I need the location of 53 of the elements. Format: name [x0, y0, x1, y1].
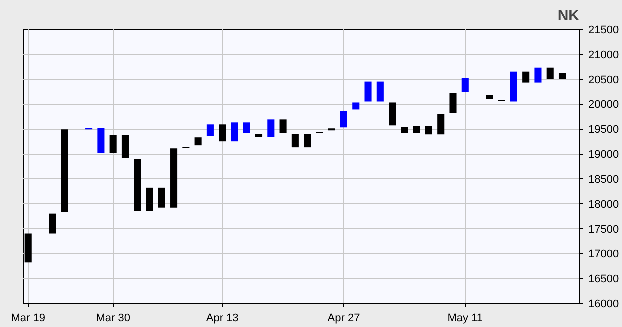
bar: [146, 188, 154, 212]
y-tick-label: 18500: [588, 174, 620, 186]
bar: [534, 68, 542, 83]
bar: [401, 127, 408, 134]
bar: [389, 102, 396, 126]
bar: [110, 135, 117, 154]
y-tick-label: 18000: [588, 198, 620, 211]
y-tick-label: 17500: [588, 224, 620, 236]
bar: [134, 160, 142, 212]
y-tick-label: 20500: [588, 74, 620, 86]
y-tick-label: 21500: [588, 24, 620, 36]
bar: [413, 126, 420, 134]
bar: [158, 188, 166, 208]
bar: [194, 138, 202, 146]
bar: [450, 93, 457, 114]
x-tick-label: Mar 19: [11, 312, 46, 324]
bar: [438, 114, 445, 135]
bar: [510, 72, 518, 102]
bar: [352, 102, 360, 110]
y-tick-label: 16500: [588, 274, 620, 286]
bar: [98, 128, 105, 154]
bar: [292, 134, 299, 148]
bar: [255, 134, 263, 138]
bar: [462, 78, 469, 92]
bar: [206, 124, 214, 136]
bar: [522, 72, 530, 83]
bar: [304, 134, 312, 148]
y-tick-label: 19500: [588, 124, 620, 136]
x-tick-label: Apr 27: [328, 312, 360, 324]
y-tick-label: 19000: [588, 149, 620, 162]
y-tick-label: 20000: [588, 99, 620, 112]
x-tick-label: May 11: [448, 312, 484, 324]
bar: [231, 122, 238, 142]
bar: [546, 68, 554, 80]
bar: [340, 111, 348, 128]
y-tick-label: 17000: [588, 248, 620, 261]
x-tick-label: Mar 30: [96, 312, 130, 324]
bar: [268, 120, 275, 138]
bar: [61, 130, 68, 212]
bar: [122, 135, 129, 158]
bar: [243, 122, 250, 134]
y-tick-label: 21000: [588, 49, 620, 62]
bar: [219, 124, 226, 142]
x-tick-label: Apr 13: [206, 312, 239, 324]
bar: [364, 82, 372, 102]
bar: [376, 82, 384, 102]
bar: [280, 120, 287, 134]
bar: [425, 126, 432, 135]
bar: [558, 73, 566, 80]
chart-title: NK: [558, 8, 580, 24]
y-tick-label: 16000: [588, 298, 620, 310]
bar: [170, 148, 178, 208]
bar: [49, 214, 56, 234]
